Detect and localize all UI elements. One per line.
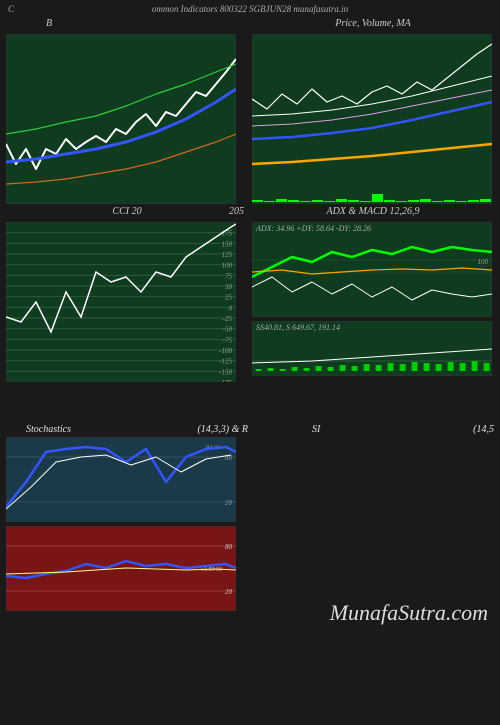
panel-ss: SS40.81, S 649.67, 191.14 bbox=[252, 321, 494, 376]
cci-title-text: CCI 20 bbox=[112, 206, 141, 217]
watermark: MunafaSutra.com bbox=[330, 600, 488, 626]
adx-values: ADX: 34.96 +DY: 58.64 -DY: 28.26 bbox=[256, 224, 371, 233]
svg-text:25: 25 bbox=[225, 294, 233, 302]
chart-price-ma bbox=[252, 34, 492, 204]
chart-adx: 100 bbox=[252, 222, 492, 317]
svg-text:-175: -175 bbox=[219, 379, 232, 382]
svg-text:20: 20 bbox=[225, 499, 233, 507]
adx-title: ADX & MACD 12,26,9 bbox=[252, 206, 494, 222]
svg-text:51.53 50: 51.53 50 bbox=[201, 567, 222, 573]
svg-text:-100: -100 bbox=[219, 347, 232, 355]
panel-bollinger: B bbox=[6, 18, 248, 204]
chart-bollinger bbox=[6, 34, 236, 204]
chart-cci: 175 150 125 100 75 50 25 0 -25 -50 -75 -100 -125 -150… bbox=[6, 222, 236, 382]
rsi-title-right: (14,5 bbox=[473, 424, 494, 435]
svg-text:75: 75 bbox=[225, 272, 233, 280]
ss-values: SS40.81, S 649.67, 191.14 bbox=[256, 323, 340, 332]
svg-text:-50: -50 bbox=[223, 326, 233, 334]
row-2: CCI 20 205 175 150 125 100 75 50 25 0 -25 -50 -75 -… bbox=[0, 206, 500, 382]
svg-text:80: 80 bbox=[225, 543, 233, 551]
svg-text:-150: -150 bbox=[219, 368, 232, 376]
chart-rsi: 80 20 51.53 50 bbox=[6, 526, 236, 611]
svg-text:125: 125 bbox=[222, 251, 233, 259]
header-center: ommon Indicators 800322 SGBJUN28 munafas… bbox=[152, 4, 348, 14]
page-header: C ommon Indicators 800322 SGBJUN28 munaf… bbox=[0, 0, 500, 18]
rsi-title-left: SI bbox=[252, 424, 320, 435]
panel-stochastics: 802094.21 bbox=[6, 437, 248, 522]
panel-price-ma: Price, Volume, MA bbox=[252, 18, 494, 204]
header-left: C bbox=[8, 4, 14, 14]
svg-text:-125: -125 bbox=[219, 358, 232, 366]
stoch-title-right: (14,3,3) & R bbox=[197, 424, 248, 435]
panel-rsi: 80 20 51.53 50 bbox=[6, 526, 248, 611]
panel-adx: ADX: 34.96 +DY: 58.64 -DY: 28.26 100 bbox=[252, 222, 494, 317]
svg-text:150: 150 bbox=[222, 240, 233, 248]
svg-text:100: 100 bbox=[222, 262, 233, 270]
svg-text:-25: -25 bbox=[223, 315, 233, 323]
cci-title: CCI 20 205 bbox=[6, 206, 248, 222]
row-3: 802094.21 bbox=[0, 437, 500, 522]
svg-text:175: 175 bbox=[222, 230, 233, 238]
svg-text:20: 20 bbox=[225, 588, 233, 596]
chart-stochastics: 802094.21 bbox=[6, 437, 236, 522]
bollinger-title: B bbox=[6, 18, 248, 34]
panel-cci: CCI 20 205 175 150 125 100 75 50 25 0 -25 -50 -75 -… bbox=[6, 206, 248, 382]
svg-text:-75: -75 bbox=[223, 336, 233, 344]
cci-top-label: 205 bbox=[229, 206, 244, 217]
row-1: B Price, Volume, MA bbox=[0, 18, 500, 204]
svg-text:50: 50 bbox=[225, 283, 233, 291]
panel-adx-ss: ADX & MACD 12,26,9 ADX: 34.96 +DY: 58.64… bbox=[252, 206, 494, 382]
price-ma-title: Price, Volume, MA bbox=[252, 18, 494, 34]
row-4: 80 20 51.53 50 bbox=[0, 526, 500, 611]
stoch-title-left: Stochastics bbox=[6, 424, 71, 435]
svg-text:0: 0 bbox=[229, 304, 233, 312]
svg-text:100: 100 bbox=[478, 258, 489, 266]
row-3-titles: Stochastics (14,3,3) & R SI (14,5 bbox=[0, 424, 500, 435]
